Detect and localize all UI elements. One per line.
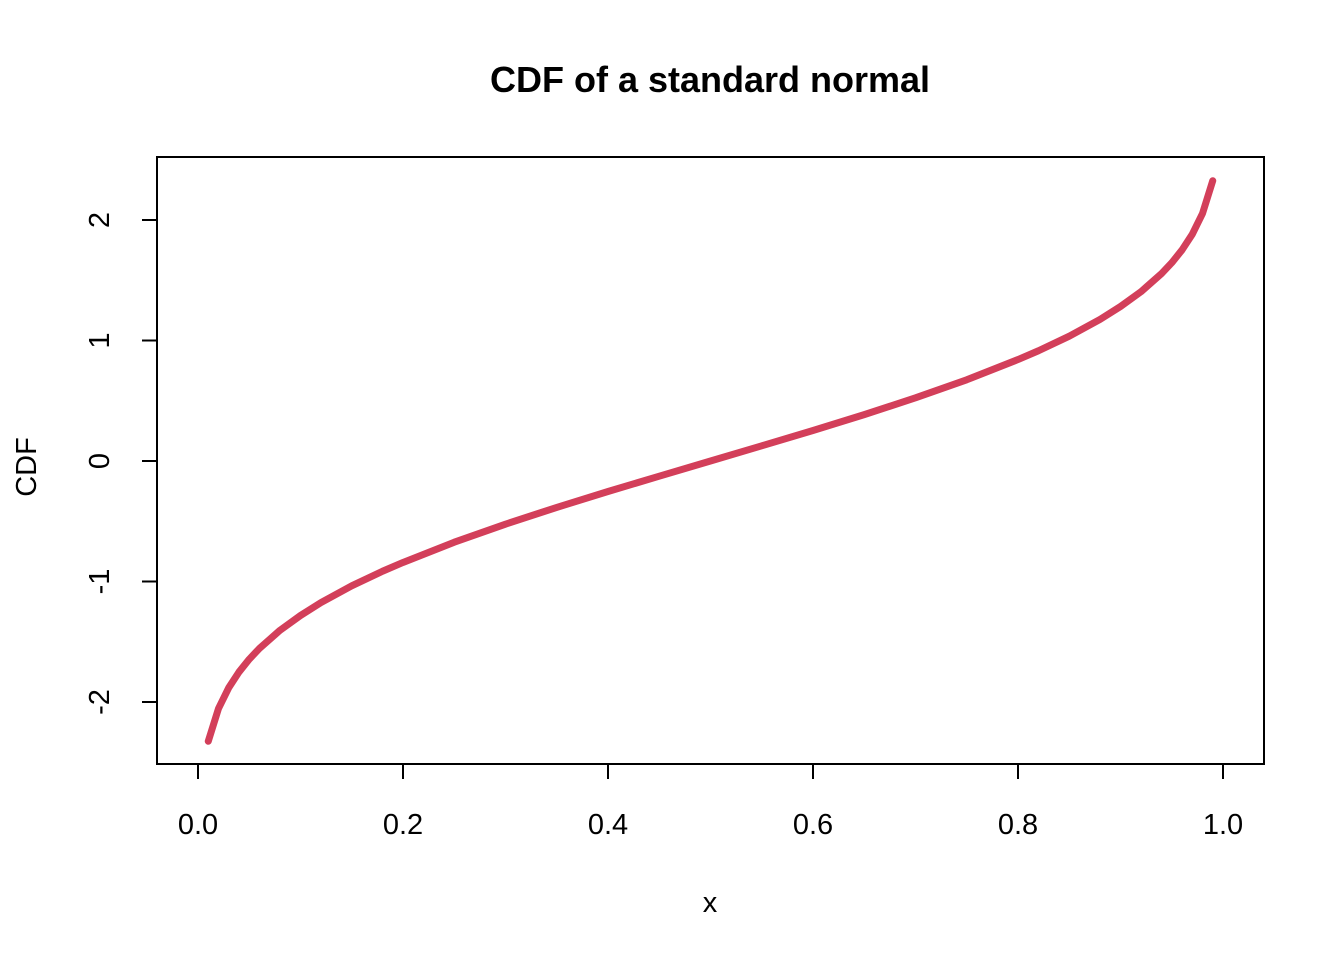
y-tick-label: -1 [84, 569, 116, 595]
y-tick-label: 1 [84, 332, 116, 348]
x-tick-label: 0.2 [383, 809, 423, 841]
cdf-series-line [204, 177, 1217, 745]
y-tick-label: 2 [84, 212, 116, 228]
chart-title: CDF of a standard normal [490, 59, 930, 100]
x-tick-label: 1.0 [1203, 809, 1243, 841]
y-tick-label: -2 [84, 689, 116, 715]
series-group [204, 177, 1217, 745]
x-tick-label: 0.0 [178, 809, 218, 841]
x-axis: 0.0 0.2 0.4 0.6 0.8 1.0 [178, 763, 1243, 841]
x-tick-label: 0.4 [588, 809, 628, 841]
y-axis: -2 -1 0 1 2 [84, 212, 158, 715]
y-tick-label: 0 [84, 453, 116, 469]
x-tick-label: 0.8 [998, 809, 1038, 841]
y-axis-label: CDF [11, 437, 43, 497]
x-axis-label: x [703, 887, 718, 919]
x-tick-label: 0.6 [793, 809, 833, 841]
